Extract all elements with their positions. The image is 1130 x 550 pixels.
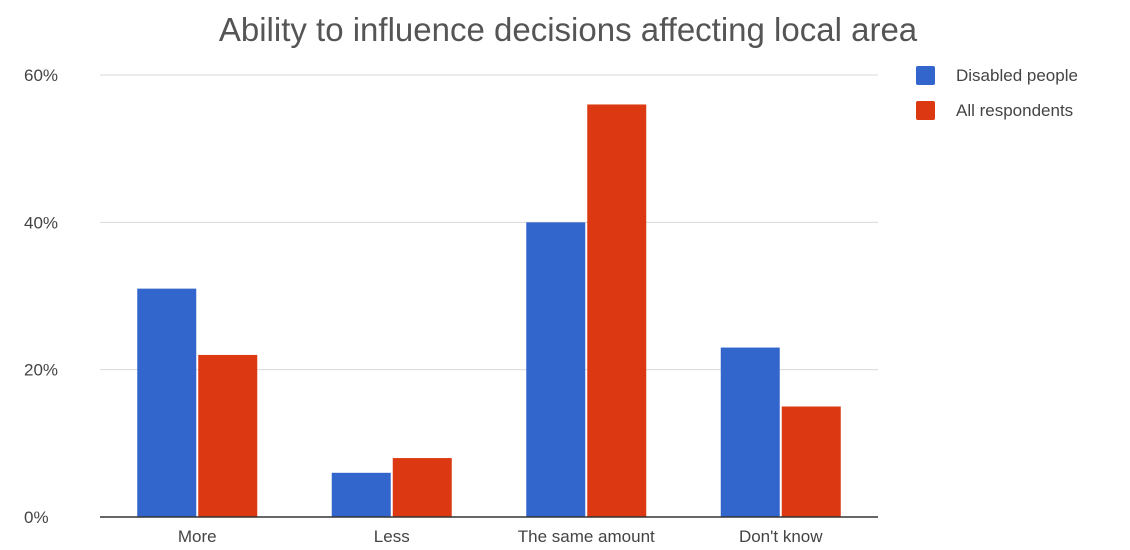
x-tick-label: More xyxy=(178,527,217,546)
bar-all-respondents-3 xyxy=(781,406,841,517)
gridlines xyxy=(100,74,878,371)
x-tick-label: Less xyxy=(374,527,410,546)
x-tick-label: Don't know xyxy=(739,527,823,546)
x-axis-ticks: More Less The same amount Don't know xyxy=(178,527,823,546)
y-tick-label: 40% xyxy=(24,213,58,232)
bar-disabled-people-2 xyxy=(526,222,586,518)
bars xyxy=(137,104,841,518)
bar-all-respondents-1 xyxy=(392,458,452,517)
y-tick-label: 20% xyxy=(24,361,58,380)
bar-disabled-people-1 xyxy=(331,472,391,517)
legend: Disabled people All respondents xyxy=(916,66,1078,120)
bar-all-respondents-0 xyxy=(198,354,258,517)
chart-title: Ability to influence decisions affecting… xyxy=(219,11,918,48)
bar-disabled-people-3 xyxy=(720,347,780,517)
bar-all-respondents-2 xyxy=(587,104,647,517)
y-axis-ticks: 0% 20% 40% 60% xyxy=(24,66,58,527)
legend-label: Disabled people xyxy=(956,66,1078,85)
legend-swatch xyxy=(916,101,935,120)
legend-label: All respondents xyxy=(956,101,1073,120)
legend-swatch xyxy=(916,66,935,85)
y-tick-label: 60% xyxy=(24,66,58,85)
bar-disabled-people-0 xyxy=(137,288,197,517)
y-tick-label: 0% xyxy=(24,508,49,527)
x-tick-label: The same amount xyxy=(518,527,655,546)
